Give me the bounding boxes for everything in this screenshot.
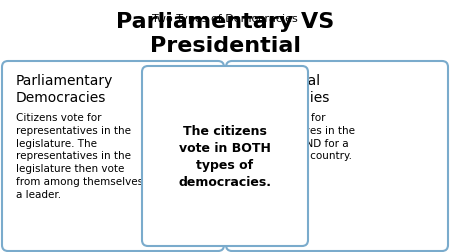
FancyBboxPatch shape: [226, 62, 448, 251]
Text: Parliamentary
Democracies: Parliamentary Democracies: [16, 74, 113, 104]
Text: The citizens
vote in BOTH
types of
democracies.: The citizens vote in BOTH types of democ…: [179, 124, 271, 188]
Text: Citizens vote for
representatives in the
legislature. The
representatives in the: Citizens vote for representatives in the…: [16, 113, 143, 199]
Text: Parliamentary VS: Parliamentary VS: [116, 12, 334, 32]
Text: Presidential
Democracies: Presidential Democracies: [240, 74, 330, 104]
FancyBboxPatch shape: [142, 67, 308, 246]
FancyBboxPatch shape: [2, 62, 224, 251]
Text: Presidential: Presidential: [149, 36, 301, 56]
Text: Two Types of Democracies: Two Types of Democracies: [152, 14, 298, 24]
Text: Citizens vote for
representatives in the
legislature AND for a
leader of the cou: Citizens vote for representatives in the…: [240, 113, 355, 161]
